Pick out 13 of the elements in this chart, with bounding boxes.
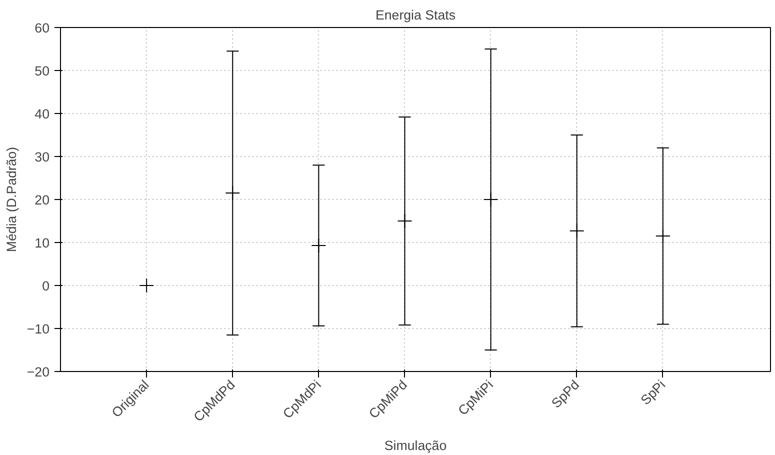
x-axis-title: Simulação <box>384 438 447 453</box>
y-tick-label: 30 <box>34 150 50 164</box>
y-tick-label: −20 <box>26 364 50 380</box>
y-tick-label: 10 <box>34 236 50 250</box>
y-tick-label: −10 <box>26 322 50 336</box>
y-tick-label: 20 <box>34 192 50 208</box>
y-axis-title: Média (D.Padrão) <box>4 146 19 252</box>
y-tick-label: 40 <box>34 106 50 122</box>
y-tick-label: 50 <box>34 64 50 78</box>
point <box>139 278 154 293</box>
chart-title: Energia Stats <box>375 8 456 22</box>
y-tick-label: 60 <box>34 20 50 36</box>
y-tick-label: 0 <box>42 278 50 294</box>
